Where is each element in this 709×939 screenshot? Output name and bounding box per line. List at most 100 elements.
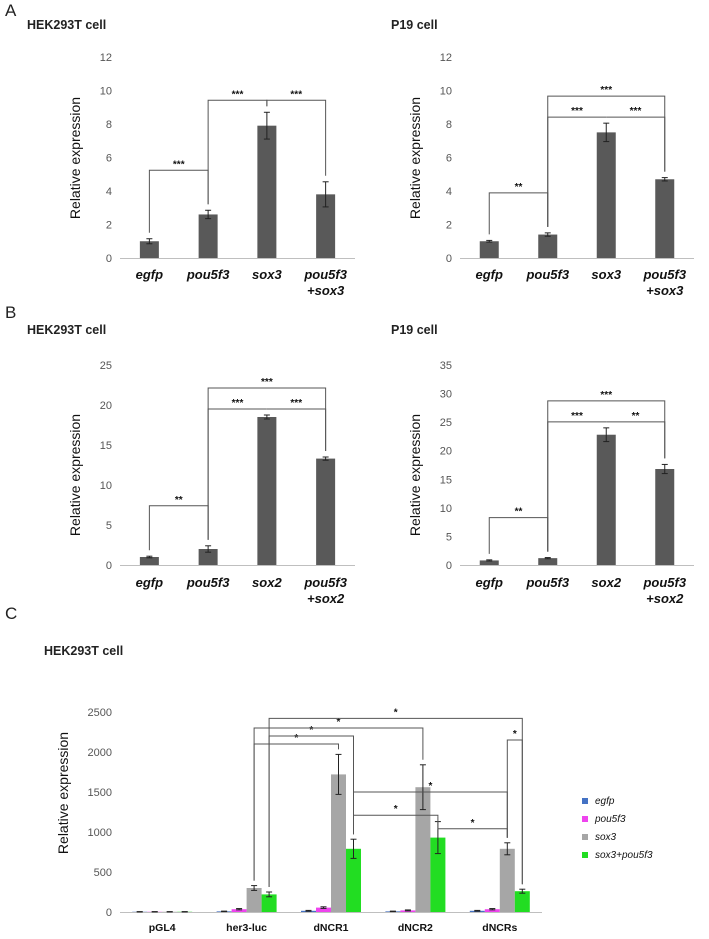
y-tick-label: 0 xyxy=(106,907,112,919)
significance-bracket xyxy=(353,814,439,835)
x-tick-label: pou5f3 xyxy=(642,575,686,590)
significance-label: * xyxy=(394,707,398,718)
y-tick-label: 8 xyxy=(446,119,452,131)
legend-entry: sox3+pou5f3 xyxy=(595,850,653,861)
significance-bracket xyxy=(266,99,327,176)
significance-label: *** xyxy=(232,398,244,409)
y-axis-label-b2: Relative expression xyxy=(407,414,423,536)
bar xyxy=(596,434,616,565)
significance-label: *** xyxy=(630,106,642,117)
bar xyxy=(139,241,159,258)
significance-bracket xyxy=(253,727,424,881)
legend-entry: egfp xyxy=(595,796,615,807)
bar xyxy=(316,194,336,258)
chart-title-b2: P19 cell xyxy=(391,323,438,337)
y-tick-label: 30 xyxy=(440,389,452,401)
legend-swatch xyxy=(582,798,588,804)
x-tick-label: dNCR1 xyxy=(313,922,348,934)
x-tick-label: +sox3 xyxy=(307,283,345,298)
x-tick-label: pou5f3 xyxy=(642,267,686,282)
chart-title-c: HEK293T cell xyxy=(44,644,123,658)
x-tick-label: egfp xyxy=(476,575,504,590)
bar xyxy=(499,848,515,912)
bar xyxy=(198,214,218,258)
y-tick-label: 2 xyxy=(106,220,112,232)
y-tick-label: 0 xyxy=(106,253,112,265)
significance-label: ** xyxy=(515,507,523,518)
bar xyxy=(246,888,262,912)
bar xyxy=(257,417,277,565)
significance-label: *** xyxy=(600,85,612,96)
bar xyxy=(415,787,431,912)
bar xyxy=(479,560,499,565)
y-tick-label: 5 xyxy=(446,531,452,543)
chart-title-a1: HEK293T cell xyxy=(27,18,106,32)
y-tick-label: 10 xyxy=(440,503,452,515)
y-tick-label: 10 xyxy=(440,86,452,98)
x-tick-label: sox3 xyxy=(591,267,621,282)
bar xyxy=(261,894,277,912)
bar xyxy=(655,179,675,258)
significance-label: * xyxy=(513,729,517,740)
x-tick-label: pou5f3 xyxy=(303,267,347,282)
bar xyxy=(139,557,159,565)
bar xyxy=(655,469,675,565)
bar xyxy=(538,234,558,258)
y-tick-label: 20 xyxy=(100,400,112,412)
significance-label: * xyxy=(337,717,341,728)
x-tick-label: egfp xyxy=(136,267,164,282)
y-tick-label: 10 xyxy=(100,480,112,492)
x-tick-label: pou5f3 xyxy=(525,267,569,282)
y-tick-label: 500 xyxy=(94,867,112,879)
x-tick-label: sox2 xyxy=(252,575,282,590)
significance-label: * xyxy=(294,733,298,744)
significance-label: *** xyxy=(571,411,583,422)
y-tick-label: 2500 xyxy=(88,707,112,719)
x-tick-label: +sox3 xyxy=(646,283,684,298)
x-tick-label: +sox2 xyxy=(646,591,684,606)
y-tick-label: 10 xyxy=(100,86,112,98)
x-tick-label: her3-luc xyxy=(226,922,267,934)
significance-label: *** xyxy=(261,377,273,388)
y-tick-label: 15 xyxy=(100,440,112,452)
y-tick-label: 15 xyxy=(440,474,452,486)
significance-label: ** xyxy=(515,182,523,193)
y-tick-label: 12 xyxy=(440,52,452,64)
y-tick-label: 4 xyxy=(446,186,452,198)
significance-label: *** xyxy=(173,159,185,170)
significance-label: *** xyxy=(571,106,583,117)
y-axis-label-c: Relative expression xyxy=(55,732,71,854)
x-tick-label: dNCR2 xyxy=(398,922,433,934)
y-tick-label: 20 xyxy=(440,446,452,458)
bar xyxy=(596,132,616,258)
y-tick-label: 0 xyxy=(446,560,452,572)
panel-letter-c: C xyxy=(5,604,17,623)
legend-swatch xyxy=(582,834,588,840)
significance-label: *** xyxy=(290,398,302,409)
legend-swatch xyxy=(582,816,588,822)
legend-entry: sox3 xyxy=(595,832,617,843)
y-tick-label: 0 xyxy=(446,253,452,265)
significance-bracket xyxy=(207,387,327,540)
x-tick-label: egfp xyxy=(476,267,504,282)
y-tick-label: 1500 xyxy=(88,787,112,799)
bar xyxy=(430,837,446,912)
significance-label: * xyxy=(471,818,475,829)
legend-swatch xyxy=(582,852,588,858)
bar xyxy=(316,458,336,565)
y-tick-label: 4 xyxy=(106,186,112,198)
chart-title-a2: P19 cell xyxy=(391,18,438,32)
y-tick-label: 6 xyxy=(446,153,452,165)
y-tick-label: 2000 xyxy=(88,747,112,759)
x-tick-label: sox3 xyxy=(252,267,282,282)
x-tick-label: +sox2 xyxy=(307,591,345,606)
x-tick-label: pou5f3 xyxy=(186,575,230,590)
y-tick-label: 1000 xyxy=(88,827,112,839)
chart-title-b1: HEK293T cell xyxy=(27,323,106,337)
y-tick-label: 25 xyxy=(100,360,112,372)
chart-c: 0 500 1000 1500 2000 2500 pGL4 her3-luc dNCR1 dNC… xyxy=(88,707,653,934)
